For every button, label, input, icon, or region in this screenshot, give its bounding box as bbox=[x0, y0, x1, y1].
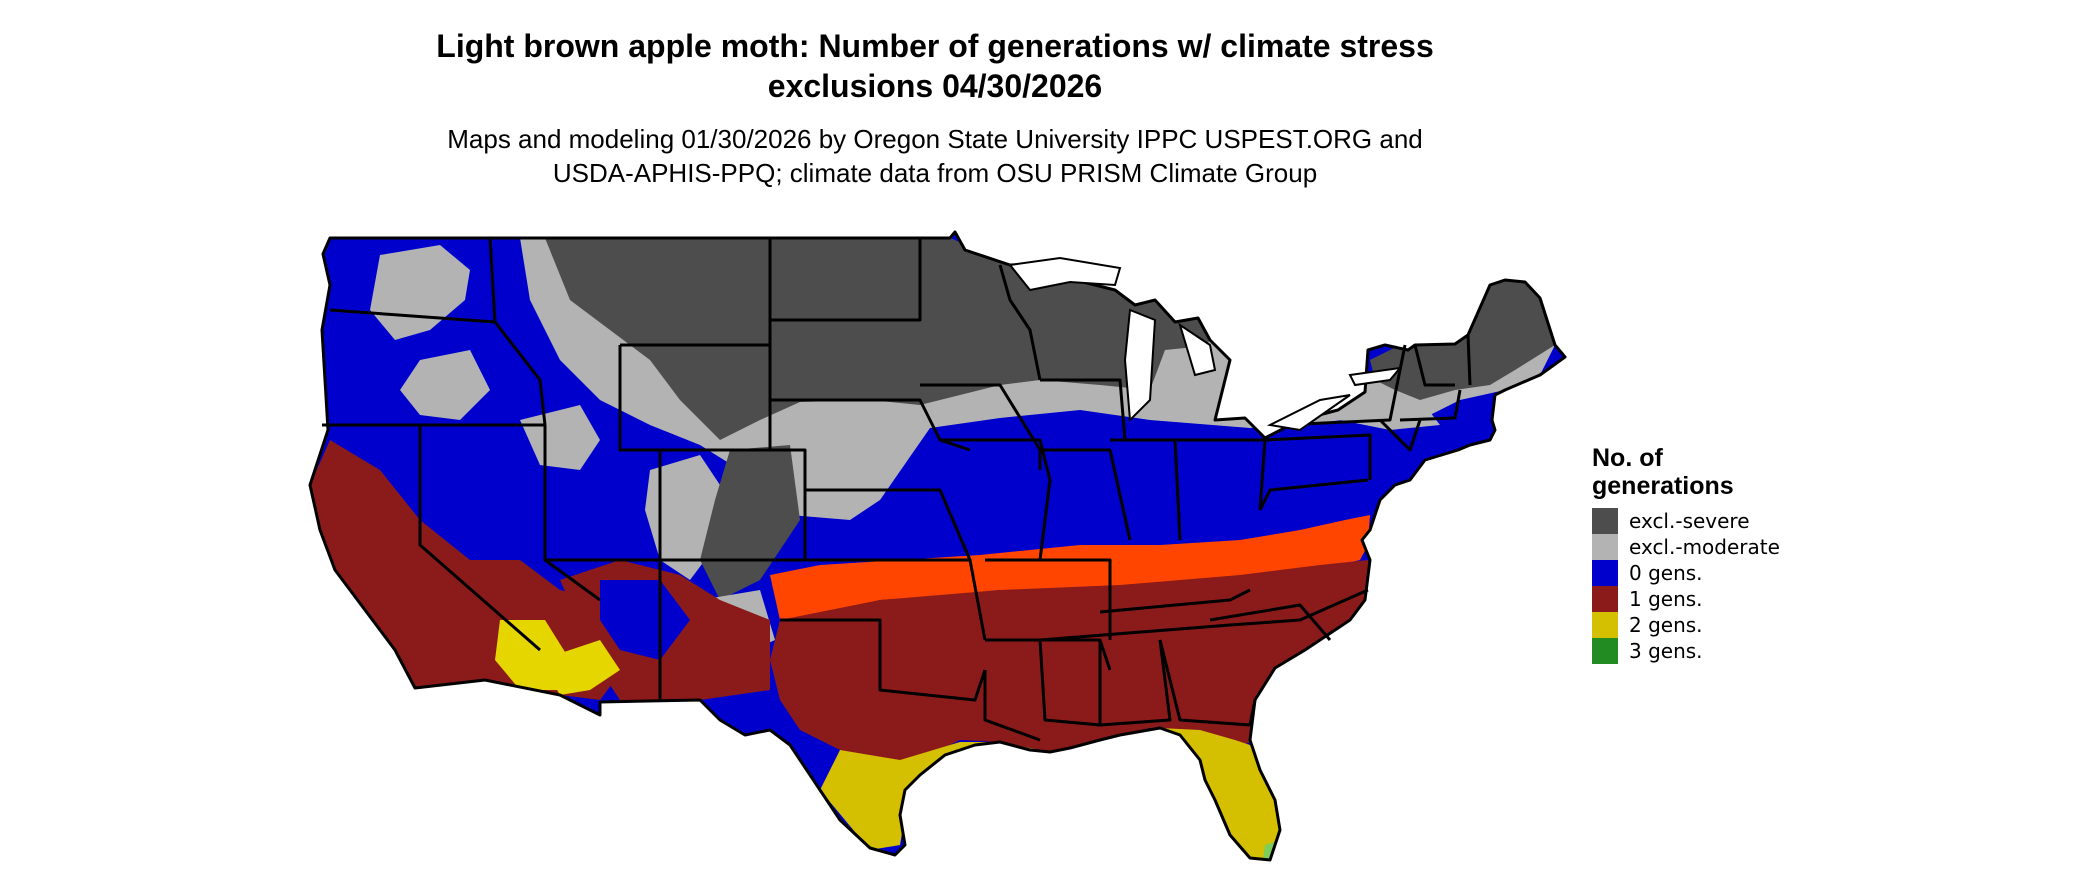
border-id-west bbox=[488, 237, 547, 426]
legend-swatch bbox=[1592, 586, 1618, 612]
legend-label: excl.-moderate bbox=[1629, 535, 1780, 559]
zone-excl-moderate-oregon bbox=[400, 350, 490, 420]
legend-swatch bbox=[1592, 638, 1618, 664]
border-mo-east bbox=[1040, 558, 1112, 640]
border-nj bbox=[1378, 418, 1422, 452]
legend-title: No. of generations bbox=[1592, 444, 1780, 500]
legend-label: 1 gens. bbox=[1629, 587, 1703, 611]
lake-superior bbox=[1008, 256, 1122, 292]
border-ct-ri-ma bbox=[1399, 389, 1462, 422]
map-subtitle-line-1: Maps and modeling 01/30/2026 by Oregon S… bbox=[447, 124, 1423, 154]
zone-1-gens-south bbox=[770, 560, 1370, 770]
legend-swatch bbox=[1592, 508, 1618, 534]
border-ok-tx bbox=[780, 618, 987, 702]
legend-item-1-gens: 1 gens. bbox=[1592, 586, 1780, 612]
border-tn-north bbox=[1099, 588, 1251, 614]
lake-huron bbox=[1178, 322, 1217, 377]
legend-label: 2 gens. bbox=[1629, 613, 1703, 637]
legend-swatch bbox=[1592, 534, 1618, 560]
legend-item-excl-severe: excl.-severe bbox=[1592, 508, 1780, 534]
border-tn-south bbox=[1039, 588, 1369, 642]
border-ga bbox=[1158, 639, 1257, 727]
zone-0-gens-arizona-highland bbox=[600, 580, 690, 660]
border-il bbox=[1040, 448, 1132, 541]
lake-erie bbox=[1266, 394, 1351, 432]
map-legend: No. of generations excl.-severe excl.-mo… bbox=[1592, 444, 1780, 664]
legend-label: excl.-severe bbox=[1629, 509, 1750, 533]
map-title: Light brown apple moth: Number of genera… bbox=[0, 26, 1870, 106]
map-title-line-1: Light brown apple moth: Number of genera… bbox=[436, 28, 1434, 64]
legend-title-line-1: No. of bbox=[1592, 444, 1663, 472]
state-boundaries bbox=[308, 230, 1567, 862]
border-me-nh bbox=[1466, 334, 1472, 386]
border-sd-ne bbox=[770, 398, 971, 452]
legend-item-3-gens: 3 gens. bbox=[1592, 638, 1780, 664]
legend-item-2-gens: 2 gens. bbox=[1592, 612, 1780, 638]
map-subtitle-line-2: USDA-APHIS-PPQ; climate data from OSU PR… bbox=[552, 158, 1318, 188]
border-vt-nh bbox=[1413, 344, 1455, 387]
zone-2-gens-arizona bbox=[540, 640, 620, 695]
border-ia-mo bbox=[940, 438, 1052, 562]
border-wv-va bbox=[1258, 478, 1369, 511]
legend-items: excl.-severe excl.-moderate 0 gens. 1 ge… bbox=[1592, 508, 1780, 664]
border-wi-il bbox=[1040, 378, 1127, 441]
zone-excl-moderate-nevada bbox=[520, 405, 600, 470]
legend-item-excl-moderate: excl.-moderate bbox=[1592, 534, 1780, 560]
border-ne-ks bbox=[805, 488, 972, 561]
zone-2-gens-gulf bbox=[820, 728, 1280, 860]
border-ny bbox=[1279, 344, 1407, 427]
border-ks-ok bbox=[805, 558, 987, 641]
lake-michigan bbox=[1123, 308, 1157, 423]
legend-swatch bbox=[1592, 560, 1618, 586]
border-wa-or bbox=[329, 308, 496, 324]
border-sc bbox=[1209, 603, 1332, 641]
lake-ontario bbox=[1348, 366, 1403, 387]
zone-excl-severe bbox=[545, 238, 1210, 440]
border-nd-sd bbox=[770, 238, 922, 322]
border-pa bbox=[1264, 433, 1372, 480]
border-or-ca-nv bbox=[322, 423, 541, 652]
zone-excl-moderate-washington bbox=[370, 245, 470, 340]
map-title-line-2: exclusions 04/30/2026 bbox=[767, 68, 1103, 104]
border-co bbox=[620, 448, 807, 562]
legend-label: 0 gens. bbox=[1629, 561, 1703, 585]
legend-item-0-gens: 0 gens. bbox=[1592, 560, 1780, 586]
legend-swatch bbox=[1592, 612, 1618, 638]
legend-title-line-2: generations bbox=[1592, 472, 1734, 500]
great-lakes bbox=[1008, 256, 1403, 432]
zone-3-gens-florida-keys bbox=[1225, 878, 1260, 892]
border-mn-ia bbox=[920, 383, 1042, 470]
border-ar-la bbox=[983, 670, 1041, 742]
map-subtitle: Maps and modeling 01/30/2026 by Oregon S… bbox=[0, 122, 1870, 190]
border-mn-wi bbox=[998, 264, 1042, 381]
legend-label: 3 gens. bbox=[1629, 639, 1703, 663]
border-al bbox=[1098, 639, 1172, 727]
zone-orange-band bbox=[770, 515, 1370, 620]
